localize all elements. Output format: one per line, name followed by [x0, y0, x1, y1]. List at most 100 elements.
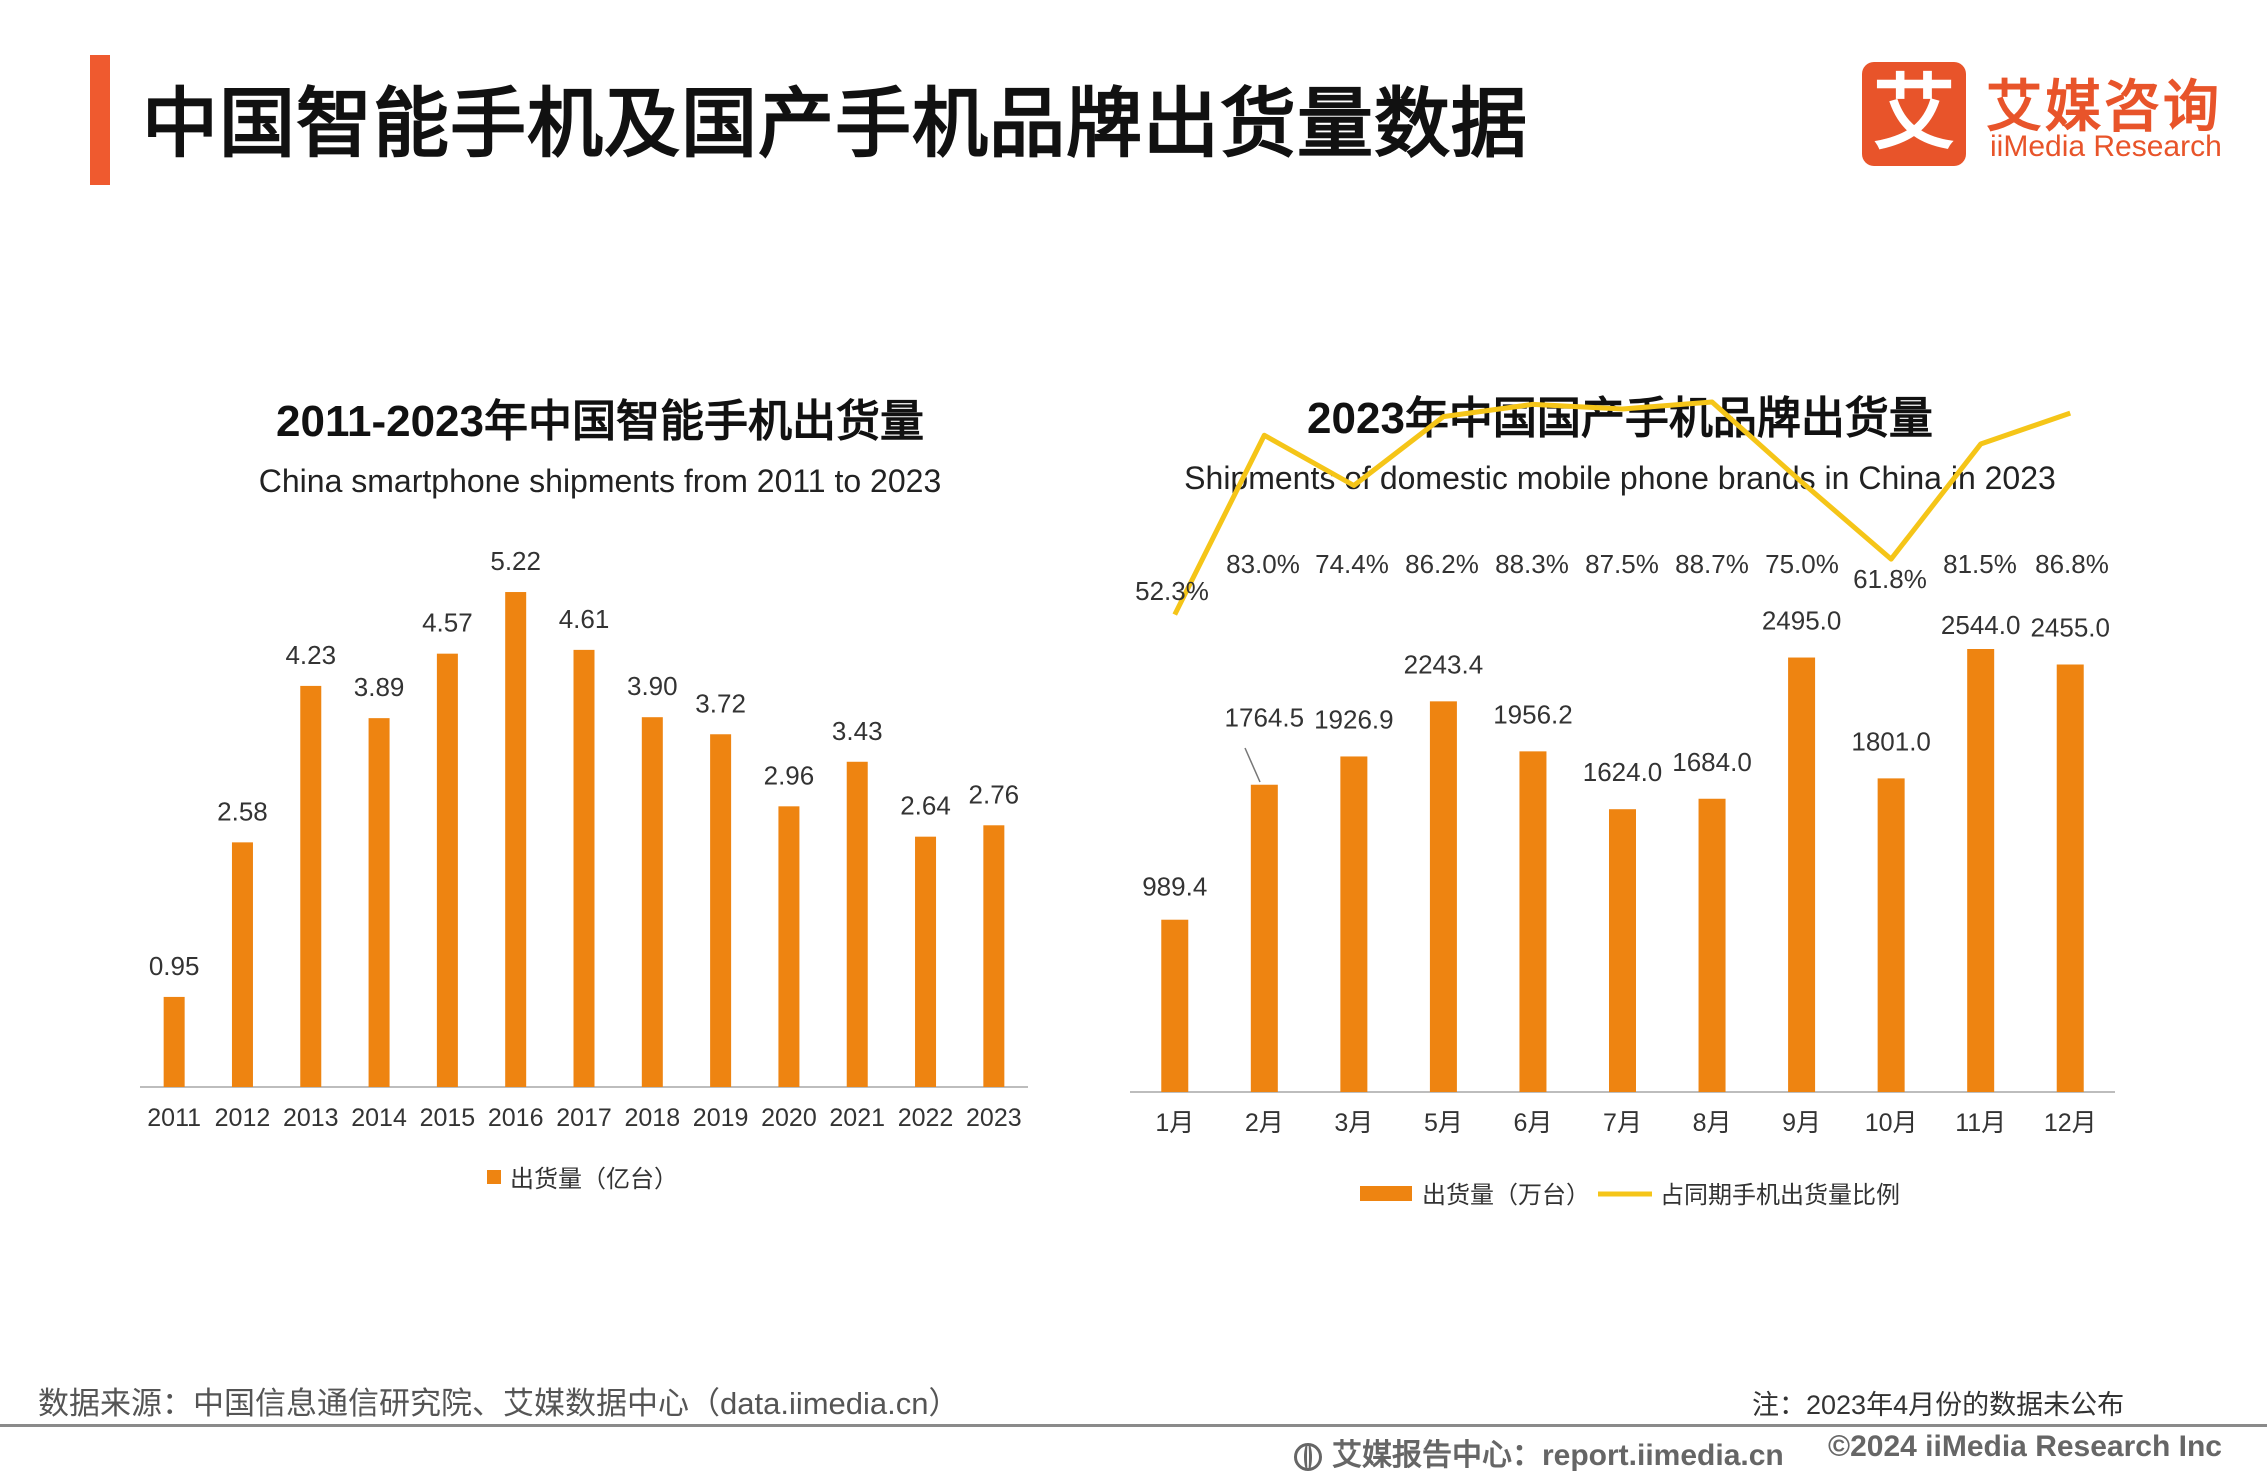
chart1-bar [983, 825, 1005, 1087]
chart2-share-line [1172, 399, 2072, 616]
chart2-bar [1161, 919, 1189, 1092]
report-center-text: 艾媒报告中心：report.iimedia.cn [1332, 1439, 1784, 1472]
chart2-bar [1340, 756, 1368, 1092]
chart2-label-leader [1244, 747, 1261, 783]
chart2-x-tick: 10月 [1865, 1109, 1918, 1137]
footer-divider [0, 1424, 2267, 1427]
chart1-x-tick: 2017 [556, 1104, 612, 1132]
chart1-x-tick: 2023 [966, 1104, 1022, 1132]
logo-cn-text: 艾媒咨询 [1986, 75, 2222, 138]
chart1-data-label: 4.61 [559, 604, 610, 634]
chart1-x-tick: 2014 [351, 1104, 407, 1132]
chart1-bar [710, 734, 732, 1087]
chart2-bar-label: 1801.0 [1851, 726, 1931, 756]
chart2-bar [2056, 664, 2084, 1092]
chart2-share-label: 75.0% [1765, 549, 1839, 579]
chart2-bar [1609, 809, 1636, 1092]
chart1-x-tick: 2016 [488, 1104, 544, 1132]
chart1-bar [573, 649, 595, 1087]
chart2-subtitle: Shipments of domestic mobile phone brand… [1184, 460, 2056, 496]
chart2-share-label: 74.4% [1315, 549, 1389, 579]
chart1-x-tick: 2021 [829, 1104, 885, 1132]
chart2-bar-label: 1684.0 [1672, 747, 1752, 777]
chart2-share-label: 87.5% [1585, 549, 1659, 579]
chart2-x-tick: 11月 [1955, 1109, 2006, 1137]
chart2-x-tick: 8月 [1693, 1109, 1732, 1137]
chart2-bar [1429, 701, 1457, 1092]
chart1-legend-swatch [487, 1170, 501, 1184]
chart1-x-tick: 2011 [147, 1104, 201, 1132]
chart2-legend-bar-label: 出货量（万台） [1422, 1182, 1590, 1209]
chart1-bar [300, 685, 322, 1087]
chart1-x-tick: 2020 [761, 1104, 817, 1132]
chart1-data-label: 4.23 [285, 640, 336, 670]
chart1-data-label: 3.90 [627, 671, 678, 701]
chart2-title-block: 2023年中国国产手机品牌出货量 Shipments of domestic m… [1120, 382, 2120, 497]
chart1-bar [231, 842, 253, 1087]
chart1-x-tick: 2019 [693, 1104, 749, 1132]
chart2-bar-label: 2455.0 [2030, 612, 2110, 642]
chart1-bar [436, 653, 458, 1087]
chart2-bar-label: 1956.2 [1493, 699, 1573, 729]
chart2-x-tick: 12月 [2044, 1109, 2097, 1137]
logo-mark-icon: 艾 [1862, 62, 1966, 166]
chart1-bar [368, 718, 390, 1087]
chart1-data-label: 3.43 [832, 716, 883, 746]
chart2-bar [1788, 657, 1816, 1092]
chart1-x-tick: 2012 [215, 1104, 271, 1132]
chart1-x-tick: 2015 [420, 1104, 476, 1132]
chart1-data-label: 0.95 [149, 951, 200, 981]
chart1-data-label: 2.58 [217, 796, 268, 826]
globe-icon [1294, 1443, 1322, 1471]
chart2-share-label: 83.0% [1226, 549, 1300, 579]
chart2-share-label: 81.5% [1943, 549, 2017, 579]
chart2-x-tick: 9月 [1782, 1109, 1821, 1137]
logo-en-text: iiMedia Research [1990, 130, 2222, 163]
page-title: 中国智能手机及国产手机品牌出货量数据 [142, 82, 1528, 167]
chart2-bar-label: 989.4 [1142, 872, 1207, 902]
chart2-bar-label: 2243.4 [1404, 649, 1484, 679]
chart1-x-tick: 2013 [283, 1104, 339, 1132]
chart1-title: 2011-2023年中国智能手机出货量 [276, 397, 924, 446]
chart2-x-tick: 6月 [1514, 1109, 1553, 1137]
chart2-bar-label: 1764.5 [1225, 703, 1305, 733]
chart2-bar [1967, 649, 1995, 1092]
chart2-bar [1250, 784, 1278, 1092]
chart1-data-label: 2.76 [969, 779, 1020, 809]
chart1-data-label: 3.89 [354, 672, 405, 702]
chart1-data-label: 5.22 [490, 546, 541, 576]
chart2-share-label: 88.3% [1495, 549, 1569, 579]
chart2-title: 2023年中国国产手机品牌出货量 [1307, 394, 1933, 443]
chart2-bar-label: 1624.0 [1583, 757, 1663, 787]
chart2-legend-line-label: 占同期手机出货量比例 [1660, 1182, 1900, 1209]
chart1-title-block: 2011-2023年中国智能手机出货量 China smartphone shi… [150, 385, 1050, 500]
chart2-share-label: 88.7% [1675, 549, 1749, 579]
chart2-x-tick: 7月 [1603, 1109, 1642, 1137]
chart2-bar-label: 1926.9 [1314, 704, 1394, 734]
chart1-bar [915, 836, 937, 1087]
chart2-share-label: 86.8% [2035, 549, 2109, 579]
chart2-share-label: 52.3% [1135, 576, 1209, 606]
chart1-x-tick: 2018 [624, 1104, 680, 1132]
title-accent-bar [90, 55, 110, 185]
chart2-share-label: 86.2% [1405, 549, 1479, 579]
chart2-bar [1877, 778, 1905, 1092]
chart2-x-tick: 3月 [1334, 1109, 1373, 1137]
chart2-bar [1698, 798, 1726, 1092]
chart1-data-label: 3.72 [695, 688, 746, 718]
chart2-bar-label: 2544.0 [1941, 610, 2021, 640]
chart2-x-tick: 5月 [1424, 1109, 1463, 1137]
chart2-x-tick: 1月 [1155, 1109, 1194, 1137]
report-center-link[interactable]: 艾媒报告中心：report.iimedia.cn [1294, 1430, 1784, 1474]
chart1-data-label: 2.64 [900, 791, 951, 821]
chart2-x-tick: 2月 [1245, 1109, 1284, 1137]
chart2-bar [1519, 751, 1547, 1092]
chart1-data-label: 4.57 [422, 608, 473, 638]
chart1-bar [505, 592, 527, 1087]
chart1-bar [846, 761, 868, 1087]
chart1-x-tick: 2022 [898, 1104, 954, 1132]
footnote: 注：2023年4月份的数据未公布 [1752, 1390, 2125, 1420]
copyright: ©2024 iiMedia Research Inc [1828, 1430, 2222, 1463]
chart2-legend-bar-swatch [1360, 1186, 1412, 1201]
